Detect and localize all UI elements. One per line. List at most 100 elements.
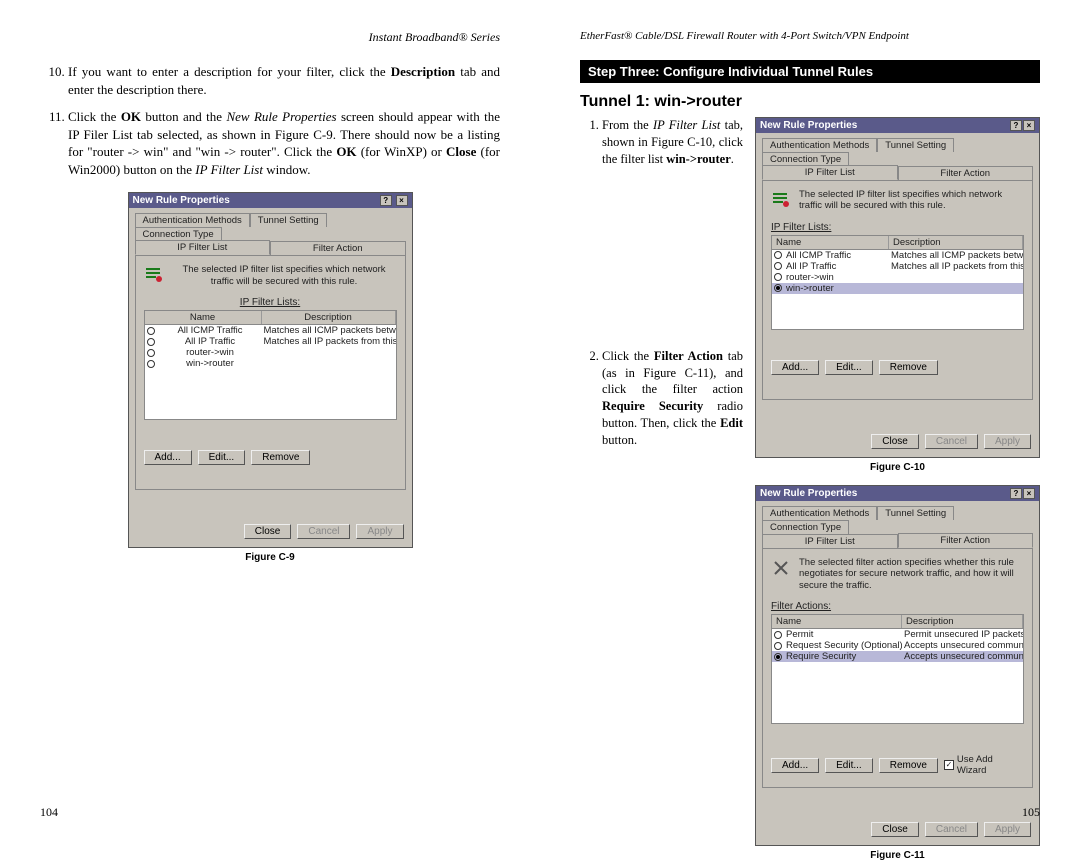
list-item[interactable]: All IP TrafficMatches all IP packets fro… bbox=[772, 261, 1023, 272]
close-icon[interactable]: × bbox=[1023, 120, 1035, 131]
page-right: EtherFast® Cable/DSL Firewall Router wit… bbox=[540, 0, 1080, 834]
right-figures-col: New Rule Properties ?× Authentication Me… bbox=[755, 117, 1040, 861]
header-left: Instant Broadband® Series bbox=[40, 30, 500, 45]
page-number-left: 104 bbox=[40, 805, 58, 820]
col-name[interactable]: Name bbox=[772, 615, 902, 628]
close-icon[interactable]: × bbox=[396, 195, 408, 206]
dialog-c9: New Rule Properties ? × Authentication M… bbox=[128, 192, 413, 548]
page-left: Instant Broadband® Series If you want to… bbox=[0, 0, 540, 834]
dialog-title-bar: New Rule Properties ?× bbox=[756, 486, 1039, 501]
step-11: Click the OK button and the New Rule Pro… bbox=[68, 108, 500, 178]
tunnel-title: Tunnel 1: win->router bbox=[580, 93, 1040, 111]
section-label-filter: IP Filter Lists: bbox=[144, 297, 397, 308]
filter-list-icon bbox=[771, 189, 791, 211]
figure-c9-caption: Figure C-9 bbox=[40, 552, 500, 563]
instruction-list-left: If you want to enter a description for y… bbox=[40, 63, 500, 178]
info-text: The selected IP filter list specifies wh… bbox=[799, 189, 1024, 212]
col-desc[interactable]: Description bbox=[262, 311, 396, 324]
figure-c10-caption: Figure C-10 bbox=[755, 462, 1040, 473]
dialog-title-bar: New Rule Properties ?× bbox=[756, 118, 1039, 133]
remove-button[interactable]: Remove bbox=[251, 450, 310, 465]
list-item[interactable]: PermitPermit unsecured IP packets to ... bbox=[772, 629, 1023, 640]
tab-tunnel-setting[interactable]: Tunnel Setting bbox=[250, 213, 327, 227]
list-header: Name Description bbox=[144, 310, 397, 325]
tab-connection-type[interactable]: Connection Type bbox=[762, 152, 849, 166]
col-name[interactable]: Name bbox=[772, 236, 889, 249]
filter-list-icon bbox=[144, 264, 164, 286]
help-icon[interactable]: ? bbox=[1010, 120, 1022, 131]
list-item[interactable]: win->router bbox=[145, 358, 396, 369]
tab-auth-methods[interactable]: Authentication Methods bbox=[762, 138, 877, 152]
tab-connection-type[interactable]: Connection Type bbox=[135, 227, 222, 241]
tab-ip-filter-list[interactable]: IP Filter List bbox=[762, 534, 898, 549]
tab-auth-methods[interactable]: Authentication Methods bbox=[135, 213, 250, 227]
dialog-title-text: New Rule Properties bbox=[133, 195, 230, 206]
dialog-c11: New Rule Properties ?× Authentication Me… bbox=[755, 485, 1040, 846]
tab-auth-methods[interactable]: Authentication Methods bbox=[762, 506, 877, 520]
list-item[interactable]: win->router bbox=[772, 283, 1023, 294]
section-label-action: Filter Actions: bbox=[771, 601, 1024, 612]
col-desc[interactable]: Description bbox=[889, 236, 1023, 249]
dialog-c10: New Rule Properties ?× Authentication Me… bbox=[755, 117, 1040, 458]
list-item[interactable]: All IP TrafficMatches all IP packets fro… bbox=[145, 336, 396, 347]
edit-button[interactable]: Edit... bbox=[825, 758, 873, 773]
apply-button: Apply bbox=[984, 822, 1031, 837]
remove-button[interactable]: Remove bbox=[879, 758, 938, 773]
edit-button[interactable]: Edit... bbox=[198, 450, 246, 465]
info-row: The selected IP filter list specifies wh… bbox=[144, 264, 397, 287]
tab-panel: The selected IP filter list specifies wh… bbox=[135, 255, 406, 490]
page-number-right: 105 bbox=[1022, 805, 1040, 820]
tab-ip-filter-list[interactable]: IP Filter List bbox=[135, 240, 271, 255]
list-item[interactable]: Require SecurityAccepts unsecured commun… bbox=[772, 651, 1023, 662]
cancel-button: Cancel bbox=[925, 822, 978, 837]
close-button[interactable]: Close bbox=[871, 822, 919, 837]
list-item[interactable]: Request Security (Optional)Accepts unsec… bbox=[772, 640, 1023, 651]
list-item[interactable]: All ICMP TrafficMatches all ICMP packets… bbox=[145, 325, 396, 336]
tab-filter-action[interactable]: Filter Action bbox=[898, 166, 1034, 181]
help-icon[interactable]: ? bbox=[1010, 488, 1022, 499]
list-buttons: Add... Edit... Remove bbox=[144, 450, 397, 465]
remove-button[interactable]: Remove bbox=[879, 360, 938, 375]
info-text: The selected filter action specifies whe… bbox=[799, 557, 1024, 591]
figure-c9-wrap: New Rule Properties ? × Authentication M… bbox=[40, 192, 500, 563]
add-button[interactable]: Add... bbox=[144, 450, 192, 465]
cancel-button: Cancel bbox=[297, 524, 350, 539]
filter-list-body: All ICMP TrafficMatches all ICMP packets… bbox=[144, 325, 397, 420]
step-r2: Click the Filter Action tab (as in Figur… bbox=[602, 348, 743, 449]
right-text-col: From the IP Filter List tab, shown in Fi… bbox=[580, 117, 743, 629]
col-desc[interactable]: Description bbox=[902, 615, 1023, 628]
step-header: Step Three: Configure Individual Tunnel … bbox=[580, 60, 1040, 83]
dialog-bottom-buttons: Close Cancel Apply bbox=[129, 520, 412, 547]
cancel-button: Cancel bbox=[925, 434, 978, 449]
tab-filter-action[interactable]: Filter Action bbox=[898, 533, 1034, 548]
close-button[interactable]: Close bbox=[244, 524, 292, 539]
help-icon[interactable]: ? bbox=[380, 195, 392, 206]
add-button[interactable]: Add... bbox=[771, 758, 819, 773]
tab-strip: Authentication Methods Tunnel Setting Co… bbox=[129, 208, 412, 255]
edit-button[interactable]: Edit... bbox=[825, 360, 873, 375]
tab-filter-action[interactable]: Filter Action bbox=[270, 241, 406, 256]
dialog-title-bar: New Rule Properties ? × bbox=[129, 193, 412, 208]
tab-connection-type[interactable]: Connection Type bbox=[762, 520, 849, 534]
apply-button: Apply bbox=[356, 524, 403, 539]
close-button[interactable]: Close bbox=[871, 434, 919, 449]
tab-tunnel-setting[interactable]: Tunnel Setting bbox=[877, 138, 954, 152]
instruction-list-right: From the IP Filter List tab, shown in Fi… bbox=[580, 117, 743, 449]
step-10: If you want to enter a description for y… bbox=[68, 63, 500, 98]
step-r1: From the IP Filter List tab, shown in Fi… bbox=[602, 117, 743, 168]
col-name[interactable]: Name bbox=[145, 311, 262, 324]
header-right: EtherFast® Cable/DSL Firewall Router wit… bbox=[580, 30, 1040, 42]
list-item[interactable]: All ICMP TrafficMatches all ICMP packets… bbox=[772, 250, 1023, 261]
figure-c11-caption: Figure C-11 bbox=[755, 850, 1040, 861]
dialog-title-text: New Rule Properties bbox=[760, 488, 857, 499]
tab-ip-filter-list[interactable]: IP Filter List bbox=[762, 165, 898, 180]
list-item[interactable]: router->win bbox=[145, 347, 396, 358]
tab-tunnel-setting[interactable]: Tunnel Setting bbox=[877, 506, 954, 520]
use-wizard-checkbox[interactable]: ✓Use Add Wizard bbox=[944, 754, 1024, 776]
apply-button: Apply bbox=[984, 434, 1031, 449]
dialog-title-text: New Rule Properties bbox=[760, 120, 857, 131]
add-button[interactable]: Add... bbox=[771, 360, 819, 375]
list-item[interactable]: router->win bbox=[772, 272, 1023, 283]
close-icon[interactable]: × bbox=[1023, 488, 1035, 499]
info-text: The selected IP filter list specifies wh… bbox=[172, 264, 397, 287]
